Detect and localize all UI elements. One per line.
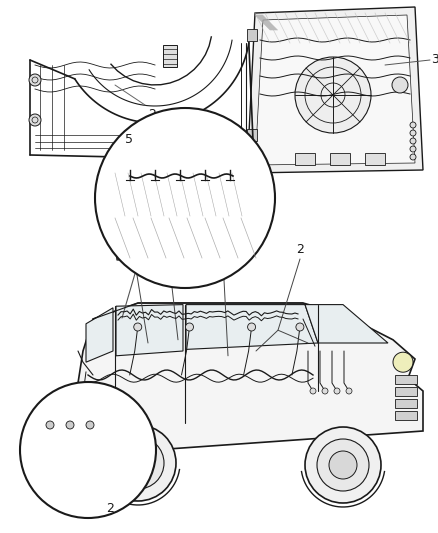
- Circle shape: [296, 323, 304, 331]
- Circle shape: [29, 74, 41, 86]
- Bar: [73, 470, 87, 475]
- Polygon shape: [186, 304, 318, 350]
- Circle shape: [346, 388, 352, 394]
- Bar: [395, 399, 417, 408]
- Circle shape: [112, 437, 164, 489]
- Bar: [53, 470, 67, 475]
- Bar: [73, 449, 87, 454]
- Bar: [73, 456, 87, 461]
- Text: 1: 1: [219, 245, 227, 258]
- Circle shape: [334, 388, 340, 394]
- Circle shape: [86, 421, 94, 429]
- Bar: [53, 456, 67, 461]
- Circle shape: [392, 77, 408, 93]
- Circle shape: [410, 146, 416, 152]
- Polygon shape: [255, 15, 415, 165]
- Text: 2: 2: [296, 243, 304, 256]
- Circle shape: [29, 114, 41, 126]
- Text: 2: 2: [106, 502, 114, 515]
- Circle shape: [322, 388, 328, 394]
- Bar: [93, 456, 107, 461]
- Text: 8: 8: [164, 245, 172, 258]
- Bar: [93, 449, 107, 454]
- Text: 5: 5: [125, 133, 133, 146]
- Bar: [395, 387, 417, 396]
- Bar: [73, 442, 87, 447]
- Polygon shape: [305, 304, 388, 343]
- Circle shape: [305, 427, 381, 503]
- Circle shape: [95, 108, 275, 288]
- Bar: [330, 153, 350, 165]
- Bar: [73, 463, 87, 468]
- Bar: [163, 45, 177, 67]
- Bar: [247, 29, 257, 41]
- Circle shape: [20, 382, 156, 518]
- Bar: [93, 442, 107, 447]
- Circle shape: [410, 130, 416, 136]
- Circle shape: [186, 323, 194, 331]
- Circle shape: [295, 57, 371, 133]
- Text: 3: 3: [431, 53, 438, 66]
- Bar: [295, 153, 315, 165]
- Circle shape: [317, 439, 369, 491]
- Bar: [53, 442, 67, 447]
- Circle shape: [46, 421, 54, 429]
- Circle shape: [124, 449, 152, 477]
- Text: 2: 2: [148, 108, 156, 121]
- Circle shape: [100, 425, 176, 501]
- Text: 6: 6: [129, 247, 137, 260]
- Circle shape: [247, 323, 256, 331]
- Bar: [53, 449, 67, 454]
- Polygon shape: [78, 303, 423, 455]
- Polygon shape: [38, 480, 126, 500]
- Bar: [247, 129, 257, 141]
- Polygon shape: [48, 438, 110, 480]
- Polygon shape: [116, 304, 183, 356]
- Circle shape: [66, 421, 74, 429]
- Bar: [93, 463, 107, 468]
- Circle shape: [393, 352, 413, 372]
- Bar: [53, 463, 67, 468]
- Circle shape: [410, 154, 416, 160]
- Polygon shape: [86, 308, 113, 362]
- Circle shape: [134, 323, 142, 331]
- Bar: [93, 470, 107, 475]
- Polygon shape: [247, 7, 423, 173]
- Bar: [395, 375, 417, 384]
- Circle shape: [410, 138, 416, 144]
- Circle shape: [310, 388, 316, 394]
- Circle shape: [410, 122, 416, 128]
- Bar: [365, 153, 385, 165]
- Bar: [395, 411, 417, 420]
- Circle shape: [329, 451, 357, 479]
